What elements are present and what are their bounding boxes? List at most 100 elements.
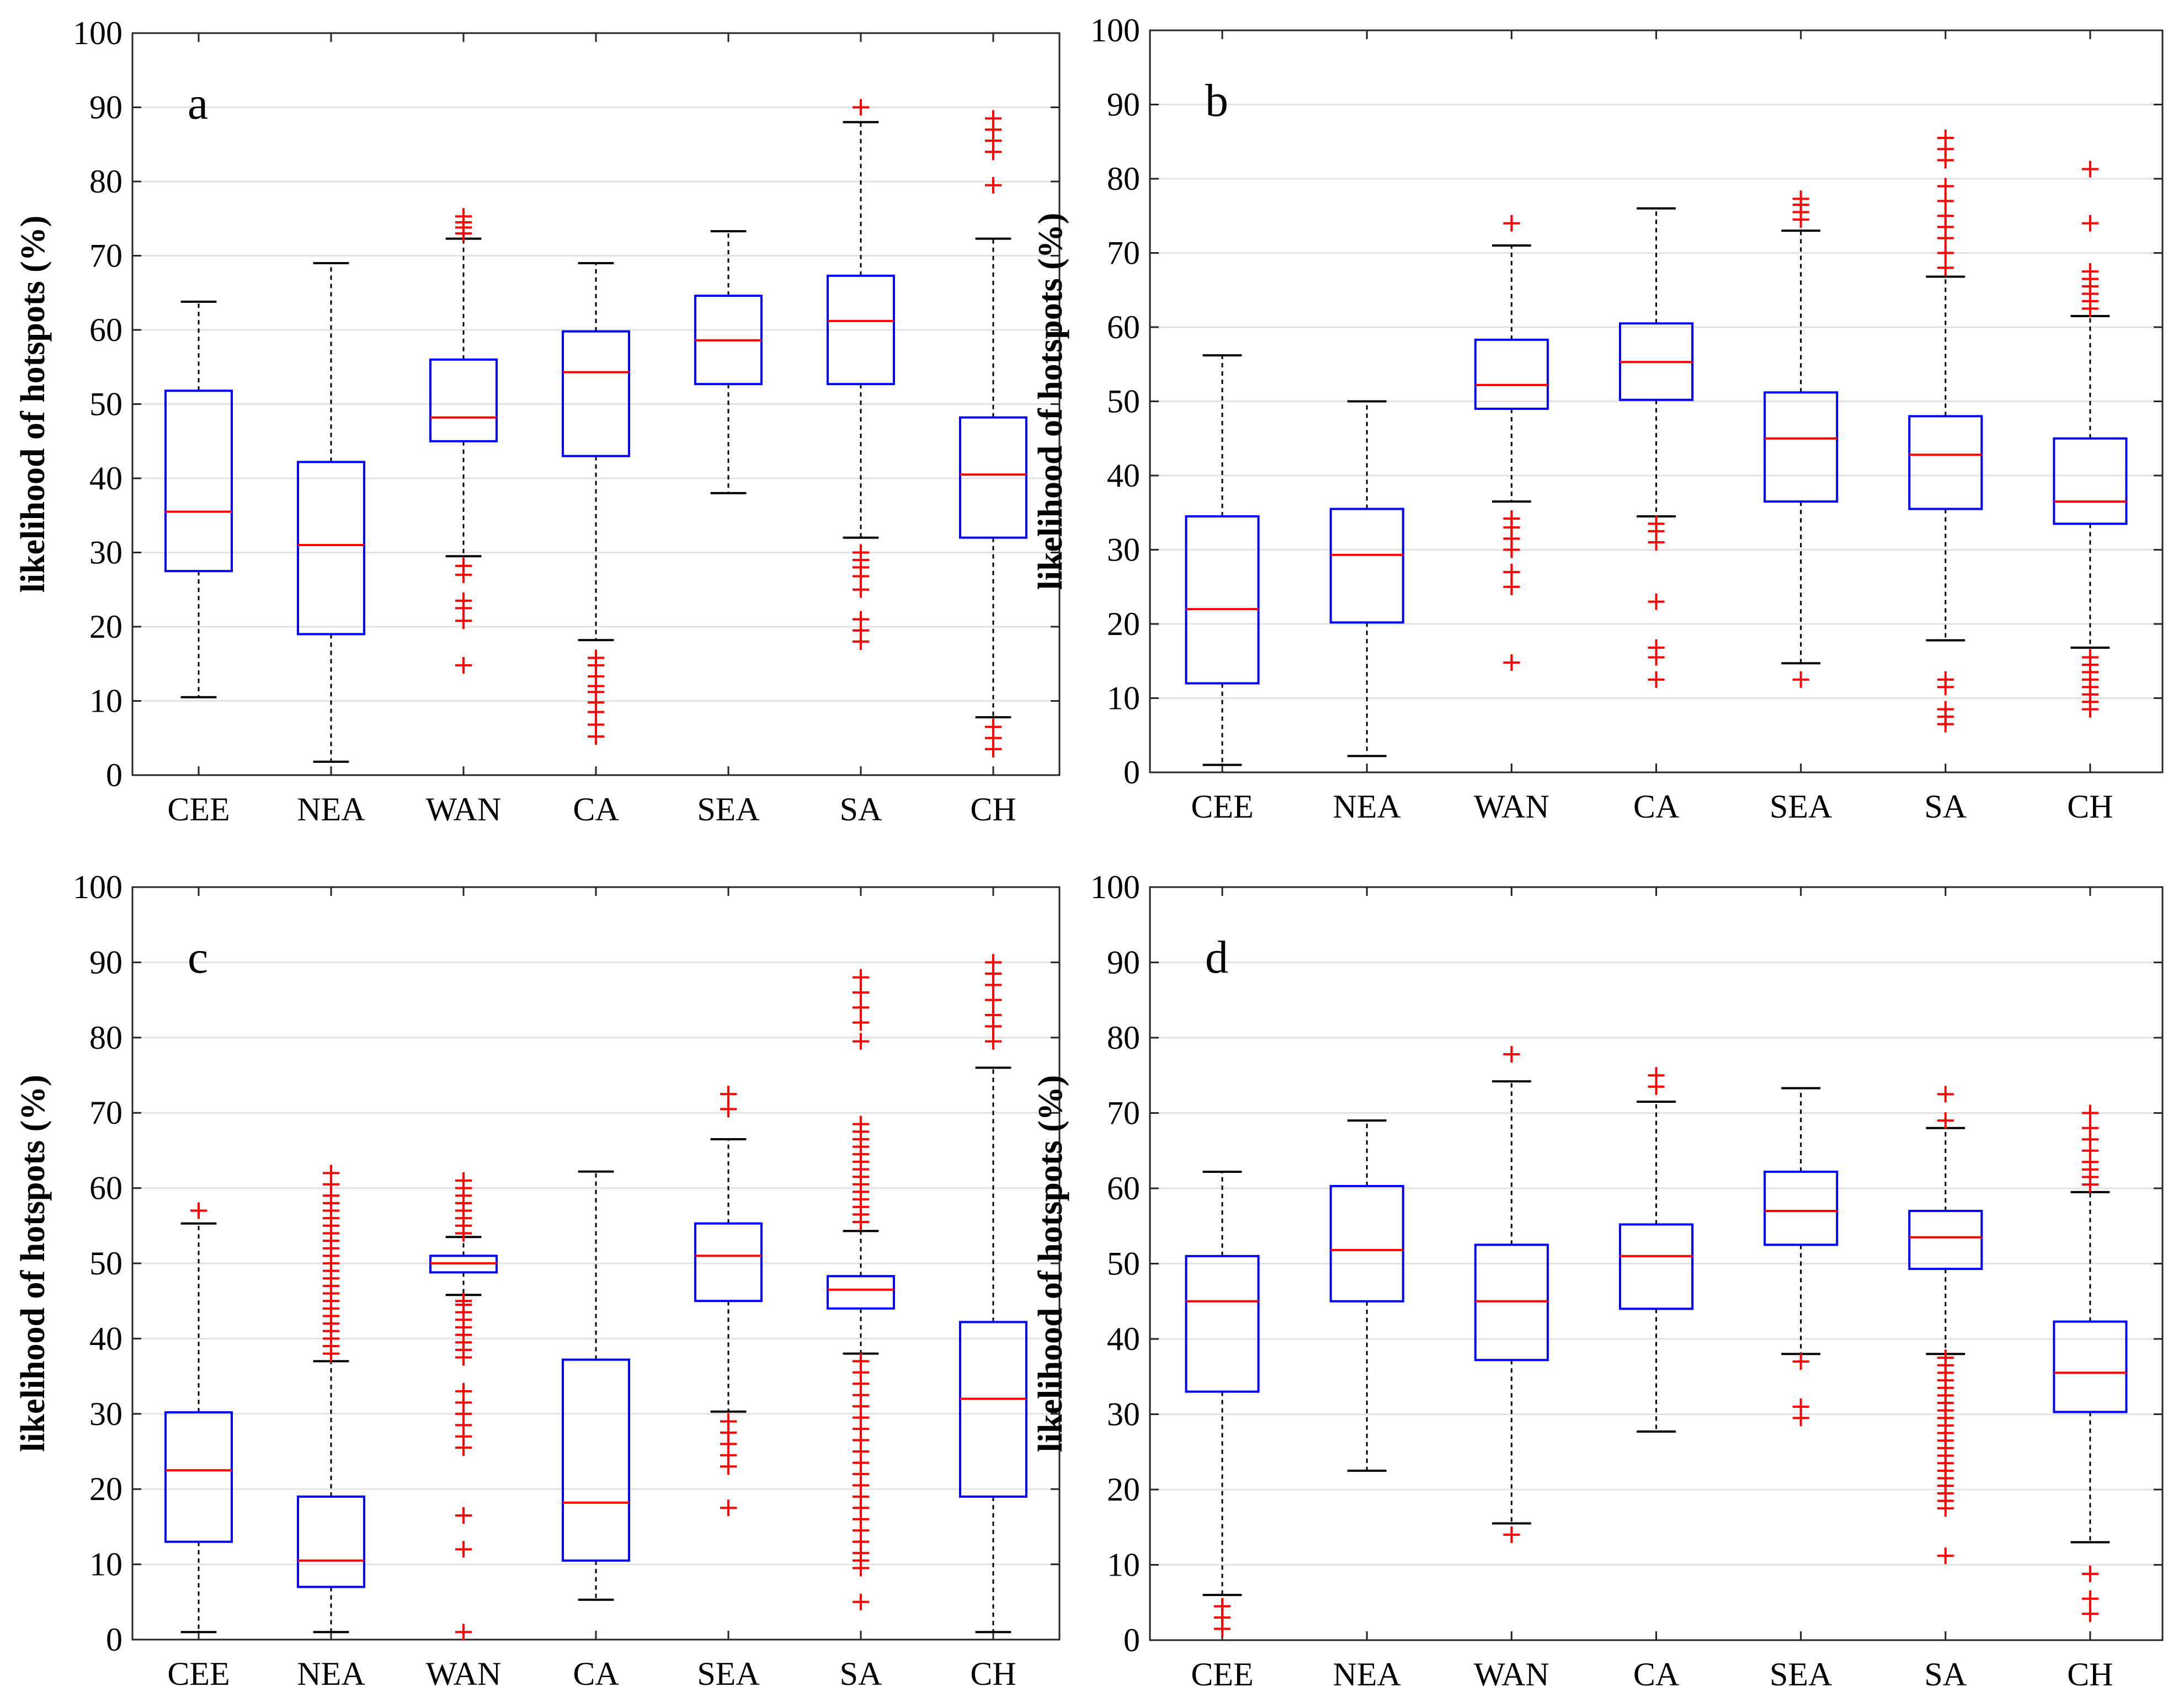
panel-c-xtick-label-cee: CEE (167, 1656, 230, 1692)
chart-panel-a: 0 10 20 30 40 50 60 70 80 90 100 CEE NEA WAN CA SEA SA CH… (14, 15, 1061, 828)
panel-d-xtick-label-nea: NEA (1333, 1656, 1401, 1693)
panel-d-box-group-sa (1908, 1086, 1983, 1565)
panel-a-letter: a (188, 78, 208, 129)
iqr-box (297, 1495, 365, 1588)
panel-c-ytick-label: 80 (89, 1020, 122, 1056)
panel-a-box-group-cee (164, 300, 233, 698)
outlier-marker (1937, 1112, 1954, 1129)
panel-c-ytick-label: 60 (89, 1170, 122, 1207)
outlier-marker (2081, 161, 2098, 178)
outlier-marker (720, 1413, 737, 1430)
panel-d-ytick-label: 40 (1107, 1321, 1140, 1357)
outlier-marker (853, 611, 869, 628)
outlier-marker (2081, 1119, 2098, 1136)
outlier-marker (2081, 1605, 2098, 1622)
outlier-marker (853, 1033, 869, 1050)
panel-d-xtick-label-ch: CH (2067, 1656, 2113, 1693)
panel-c-ytick-label: 20 (89, 1471, 122, 1507)
iqr-box (2053, 1320, 2128, 1413)
panel-d-box-group-ch (2053, 1104, 2128, 1622)
panel-d-ytick-label: 60 (1107, 1170, 1140, 1207)
panel-c-xtick-label-ch: CH (970, 1656, 1016, 1692)
panel-c-xtick-label-nea: NEA (297, 1656, 365, 1692)
panel-a-ytick-label: 70 (89, 238, 122, 274)
panel-b-xtick-label-wan: WAN (1474, 788, 1549, 825)
panel-c-ytick-label: 70 (89, 1095, 122, 1131)
panel-b-ytick-label: 90 (1107, 87, 1140, 123)
iqr-box (827, 1275, 895, 1310)
panel-d-box-group-cee (1185, 1170, 1260, 1637)
panel-d-box-group-ca (1618, 1067, 1694, 1433)
panel-b-ytick-label: 0 (1123, 754, 1140, 791)
outlier-marker (455, 592, 472, 609)
iqr-box (164, 389, 233, 573)
outlier-marker (1648, 515, 1665, 532)
outlier-marker (853, 969, 869, 986)
outlier-marker (1937, 130, 1954, 147)
panel-d-xtick-label-sa: SA (1924, 1656, 1967, 1693)
outlier-marker (853, 1353, 869, 1370)
panel-a-box-group-ca (562, 261, 630, 745)
panel-c-box-group-ca (562, 1170, 630, 1601)
outlier-marker (985, 718, 1002, 735)
outlier-marker (1214, 1598, 1231, 1615)
outlier-marker (985, 1006, 1002, 1023)
panel-b-xtick-label-sa: SA (1924, 788, 1967, 825)
iqr-box (959, 1321, 1027, 1498)
panel-c-box-group-sea (694, 1086, 763, 1517)
outlier-marker (455, 1624, 472, 1641)
iqr-box (1185, 1255, 1260, 1393)
panel-d-ytick-label: 10 (1107, 1547, 1140, 1583)
panel-b-ytick-label: 50 (1107, 383, 1140, 420)
outlier-marker (1937, 244, 1954, 261)
panel-b-letter: b (1205, 75, 1228, 126)
panel-a-ytick-label: 100 (73, 15, 122, 51)
outlier-marker (985, 991, 1002, 1008)
iqr-box (562, 330, 630, 457)
panel-b-box-group-wan (1474, 215, 1549, 671)
panel-b-xtick-label-ch: CH (2067, 788, 2113, 825)
outlier-marker (853, 984, 869, 1001)
panel-d-xtick-label-sea: SEA (1770, 1656, 1832, 1693)
panel-a-ytick-label: 40 (89, 460, 122, 497)
panel-b-xtick-label-ca: CA (1633, 788, 1679, 825)
panel-b-ytick-label: 100 (1090, 12, 1140, 49)
outlier-marker (2081, 1565, 2098, 1582)
panel-c-box-group-sa (827, 969, 895, 1610)
panel-c-ytick-label: 90 (89, 944, 122, 980)
outlier-marker (853, 1593, 869, 1610)
outlier-marker (853, 544, 869, 561)
outlier-marker (190, 1202, 207, 1219)
outlier-marker (1648, 1067, 1665, 1084)
outlier-marker (588, 649, 604, 666)
panel-b-ytick-label: 40 (1107, 457, 1140, 494)
panel-a-ytick-label: 60 (89, 312, 122, 348)
panel-d-ytick-label: 90 (1107, 944, 1140, 981)
iqr-box (694, 1222, 763, 1303)
panel-d-ytick-label: 0 (1123, 1622, 1140, 1658)
panel-c-ytick-label: 40 (89, 1320, 122, 1357)
panel-b-xtick-label-sea: SEA (1770, 788, 1832, 825)
outlier-marker (720, 1499, 737, 1517)
outlier-marker (1937, 259, 1954, 276)
panel-c-xtick-label-sea: SEA (697, 1656, 759, 1692)
outlier-marker (2081, 1590, 2098, 1607)
panel-c-ytick-label: 30 (89, 1396, 122, 1432)
panel-d-ytick-label: 80 (1107, 1020, 1140, 1056)
panel-a-xtick-label-ch: CH (970, 791, 1016, 828)
panel-c-box-group-wan (429, 1172, 498, 1641)
outlier-marker (985, 177, 1002, 194)
panel-a-ytick-label: 30 (89, 535, 122, 571)
iqr-box (959, 416, 1027, 539)
iqr-box (1764, 391, 1839, 503)
outlier-marker (455, 1172, 472, 1189)
chart-panel-d: 0 10 20 30 40 50 60 70 80 90 100 CEE NEA WAN CA SEA SA CH… (1032, 869, 2164, 1693)
outlier-marker (2081, 649, 2098, 666)
panel-d-xtick-label-cee: CEE (1191, 1656, 1253, 1693)
panel-b-box-group-sea (1764, 190, 1839, 688)
chart-panel-b: 0 10 20 30 40 50 60 70 80 90 100 CEE NEA WAN CA SEA SA CH… (1032, 12, 2164, 825)
panel-c-ytick-label: 50 (89, 1245, 122, 1282)
outlier-marker (985, 110, 1002, 127)
outlier-marker (853, 1115, 869, 1133)
outlier-marker (1503, 215, 1520, 232)
